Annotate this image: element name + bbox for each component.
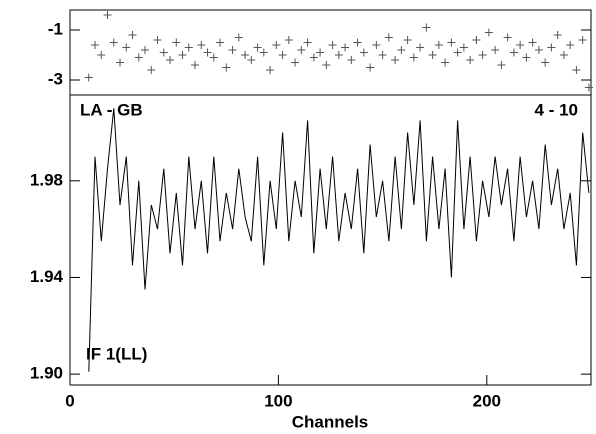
point xyxy=(278,51,287,59)
point xyxy=(428,51,437,59)
point xyxy=(103,11,112,19)
point xyxy=(572,66,581,74)
point xyxy=(422,23,431,32)
point xyxy=(528,38,537,47)
x-tick-label: 200 xyxy=(473,391,501,410)
point xyxy=(203,48,212,57)
point xyxy=(297,46,306,54)
point xyxy=(509,48,518,57)
point xyxy=(159,48,168,57)
point xyxy=(353,38,362,47)
point xyxy=(384,33,393,42)
point xyxy=(166,56,175,64)
point xyxy=(116,58,125,67)
point xyxy=(378,51,387,59)
point xyxy=(397,46,406,54)
point xyxy=(272,41,281,49)
point xyxy=(503,33,512,42)
point xyxy=(441,58,450,67)
point xyxy=(316,48,325,57)
point xyxy=(228,46,237,54)
point xyxy=(559,51,568,59)
y-tick-label: 1.98 xyxy=(30,170,63,189)
point xyxy=(459,43,468,52)
x-axis-label: Channels xyxy=(292,412,369,431)
point xyxy=(178,51,187,59)
point xyxy=(566,41,575,49)
point xyxy=(253,43,262,52)
point xyxy=(478,51,487,59)
point xyxy=(128,31,137,39)
point xyxy=(84,73,93,82)
point xyxy=(172,38,181,47)
line xyxy=(88,108,590,372)
point xyxy=(403,36,412,44)
point xyxy=(97,51,106,59)
point xyxy=(216,38,225,47)
point xyxy=(266,66,275,74)
point xyxy=(122,43,131,52)
point xyxy=(534,46,543,54)
point xyxy=(541,58,550,67)
point xyxy=(141,46,150,54)
point xyxy=(522,53,531,62)
y-tick-label: -3 xyxy=(48,69,63,88)
annotation: LA - GB xyxy=(80,100,143,119)
point xyxy=(547,43,556,52)
point xyxy=(241,51,250,59)
point xyxy=(434,41,443,49)
point xyxy=(284,36,293,44)
point xyxy=(453,48,462,57)
point xyxy=(134,53,143,62)
y-tick-label: 1.90 xyxy=(30,364,63,383)
point xyxy=(191,61,200,69)
point xyxy=(372,41,381,49)
point xyxy=(222,63,231,72)
point xyxy=(447,38,456,47)
point xyxy=(209,53,218,62)
y-tick-label: 1.94 xyxy=(30,267,64,286)
point xyxy=(391,56,400,64)
point xyxy=(416,43,425,52)
point xyxy=(334,51,343,59)
annotation: IF 1(LL) xyxy=(86,344,147,363)
point xyxy=(366,63,375,72)
point xyxy=(184,43,193,52)
point xyxy=(347,56,356,64)
plot-frame xyxy=(69,94,592,386)
point xyxy=(341,43,350,52)
x-tick-label: 100 xyxy=(264,391,292,410)
point xyxy=(328,41,337,49)
point xyxy=(109,38,118,47)
y-tick-label: -1 xyxy=(48,19,63,38)
point xyxy=(234,33,243,42)
point xyxy=(197,41,206,49)
point xyxy=(91,41,100,49)
point xyxy=(584,83,593,92)
annotation: 4 - 10 xyxy=(535,100,578,119)
point xyxy=(147,66,156,74)
point xyxy=(409,53,418,62)
point xyxy=(359,48,368,57)
x-tick-label: 0 xyxy=(65,391,74,410)
point xyxy=(472,36,481,44)
point xyxy=(153,36,162,44)
point xyxy=(578,36,587,44)
point xyxy=(259,48,268,57)
point xyxy=(466,56,475,64)
point xyxy=(491,46,500,54)
point xyxy=(303,38,312,47)
point xyxy=(516,41,525,49)
point xyxy=(322,61,331,69)
point xyxy=(484,28,493,37)
point xyxy=(291,58,300,67)
point xyxy=(247,56,256,64)
point xyxy=(309,53,318,62)
point xyxy=(553,31,562,39)
point xyxy=(497,61,506,69)
